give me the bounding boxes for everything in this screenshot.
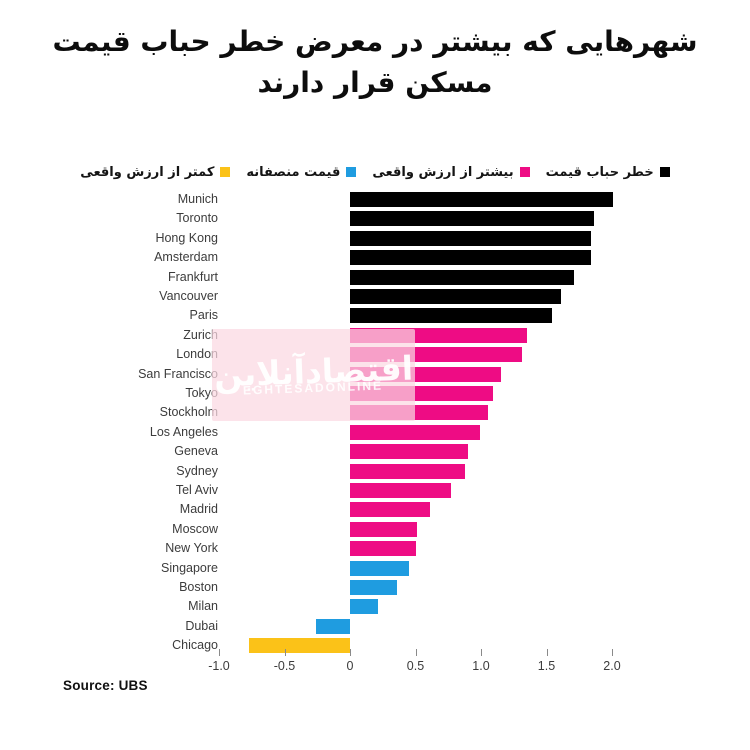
x-axis-tick-label: -1.0 bbox=[208, 659, 230, 673]
x-axis-tick-label: 2.0 bbox=[603, 659, 621, 673]
city-label-los-angeles: Los Angeles bbox=[149, 424, 218, 439]
bar-singapore bbox=[350, 560, 409, 576]
bar-hong-kong bbox=[350, 230, 592, 246]
x-axis-tick-label: 1.0 bbox=[472, 659, 490, 673]
bar-munich bbox=[350, 192, 614, 207]
bar-moscow bbox=[350, 521, 417, 537]
city-label-milan: Milan bbox=[188, 599, 218, 614]
bar-sydney bbox=[350, 463, 466, 479]
city-label-singapore: Singapore bbox=[161, 560, 218, 575]
x-axis-tick-label: 0.5 bbox=[406, 659, 425, 673]
bar-madrid bbox=[350, 502, 430, 518]
city-label-moscow: Moscow bbox=[172, 521, 218, 536]
city-label-sydney: Sydney bbox=[176, 463, 218, 478]
watermark: اقتصادآنلاین EGHTESADONLINE bbox=[212, 329, 415, 421]
city-label-dubai: Dubai bbox=[185, 618, 218, 633]
legend: خطر حباب قیمت بیشتر از ارزش واقعی قیمت منص… bbox=[40, 161, 710, 183]
x-axis-tick bbox=[481, 649, 482, 656]
city-label-new-york: New York bbox=[165, 541, 218, 556]
bar-geneva bbox=[350, 444, 468, 460]
source-label: Source: UBS bbox=[63, 678, 148, 693]
bar-toronto bbox=[350, 211, 594, 227]
city-label-amsterdam: Amsterdam bbox=[154, 250, 218, 265]
x-axis-tick bbox=[546, 649, 548, 656]
x-axis-tick bbox=[350, 649, 351, 656]
city-label-toronto: Toronto bbox=[176, 211, 218, 226]
x-axis-tick bbox=[219, 649, 220, 656]
bar-amsterdam bbox=[350, 250, 592, 266]
legend-label: کمتر از ارزش واقعی bbox=[80, 164, 215, 180]
chart-title: شهرهایی که بیشتر در معرض خطر حباب قیمت م… bbox=[52, 25, 698, 99]
bar-chicago bbox=[249, 638, 350, 654]
legend-item-fair_valued: قیمت منصفانه bbox=[246, 164, 357, 180]
city-label-madrid: Madrid bbox=[179, 502, 218, 517]
legend-swatch-bubble_risk bbox=[659, 167, 670, 177]
legend-item-undervalued: کمتر از ارزش واقعی bbox=[80, 164, 231, 180]
city-label-paris: Paris bbox=[189, 308, 218, 323]
bar-vancouver bbox=[350, 289, 561, 304]
city-label-zurich: Zurich bbox=[183, 327, 218, 342]
bar-new-york bbox=[350, 541, 416, 557]
legend-swatch-undervalued bbox=[220, 167, 231, 177]
bar-tel-aviv bbox=[350, 483, 451, 498]
legend-swatch-fair_valued bbox=[346, 167, 357, 177]
bar-boston bbox=[350, 580, 398, 595]
legend-item-bubble_risk: خطر حباب قیمت bbox=[546, 165, 670, 180]
city-label-hong-kong: Hong Kong bbox=[155, 230, 218, 245]
bar-dubai bbox=[315, 618, 350, 634]
x-axis-tick-label: 1.5 bbox=[537, 659, 556, 673]
bar-los-angeles bbox=[350, 424, 480, 440]
legend-label: قیمت منصفانه bbox=[246, 164, 341, 180]
legend-swatch-overvalued bbox=[519, 167, 530, 177]
bar-frankfurt bbox=[350, 269, 574, 285]
city-label-chicago: Chicago bbox=[172, 638, 218, 653]
x-axis-tick bbox=[612, 649, 613, 656]
x-axis-tick-label: -0.5 bbox=[273, 659, 296, 673]
city-label-boston: Boston bbox=[179, 580, 218, 594]
x-axis-tick-label: 0 bbox=[346, 659, 354, 673]
city-label-san-francisco: San Francisco bbox=[138, 366, 218, 381]
city-label-stockholm: Stockholm bbox=[159, 405, 218, 420]
legend-label: بیشتر از ارزش واقعی bbox=[372, 164, 514, 180]
bar-milan bbox=[350, 599, 378, 615]
city-label-munich: Munich bbox=[177, 192, 218, 206]
city-label-london: London bbox=[176, 347, 218, 362]
bar-paris bbox=[350, 308, 552, 324]
legend-label: خطر حباب قیمت bbox=[545, 164, 654, 180]
x-axis-tick bbox=[284, 649, 286, 656]
city-label-vancouver: Vancouver bbox=[159, 289, 218, 303]
city-label-geneva: Geneva bbox=[174, 444, 218, 459]
x-axis-tick bbox=[415, 649, 417, 656]
legend-item-overvalued: بیشتر از ارزش واقعی bbox=[372, 164, 530, 180]
city-label-tel-aviv: Tel Aviv bbox=[175, 483, 218, 497]
city-label-tokyo: Tokyo bbox=[185, 386, 218, 400]
city-label-frankfurt: Frankfurt bbox=[167, 269, 218, 284]
